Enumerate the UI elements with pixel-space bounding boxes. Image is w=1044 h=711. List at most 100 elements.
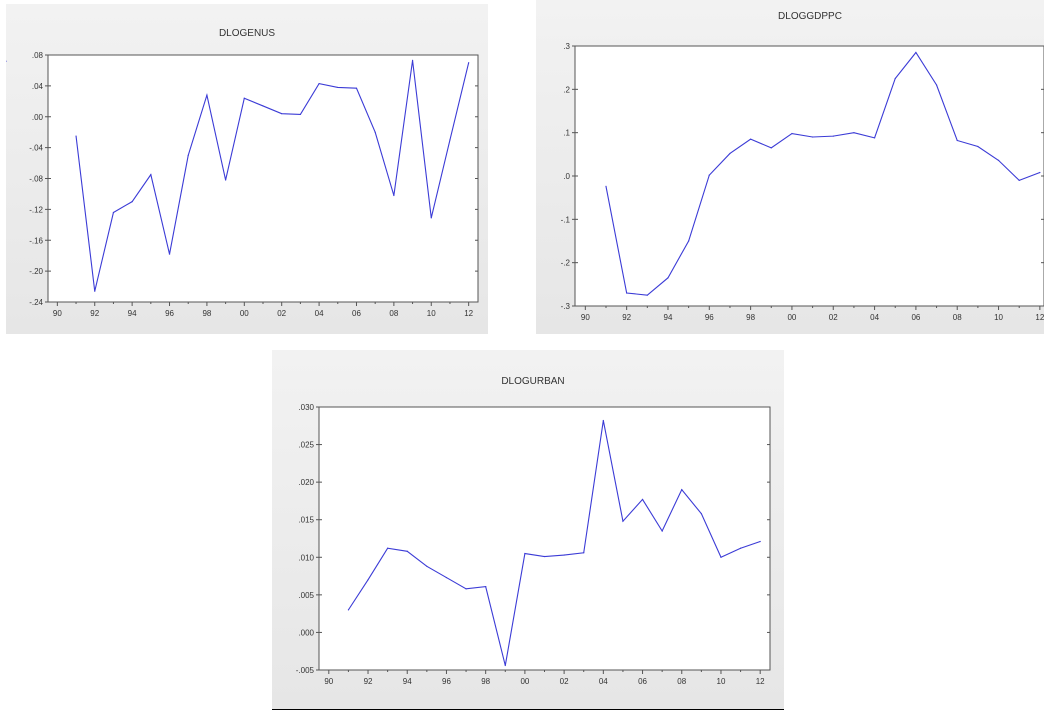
data-point [667, 277, 669, 279]
data-point [504, 664, 506, 667]
data-point [646, 294, 648, 296]
x-tick-label: 06 [352, 309, 361, 318]
data-point [406, 550, 408, 552]
data-point [602, 419, 604, 422]
data-point [426, 565, 428, 567]
y-tick-label: -.3 [561, 302, 571, 311]
x-tick-label: 02 [560, 677, 569, 686]
chart-panel-dlogenus: DLOGENUS .08 .04 .00 -.04 -.08 -.12 -.16 -.20 -.2… [6, 4, 488, 334]
x-tick-label: 10 [427, 309, 436, 318]
y-tick-label: -.1 [561, 215, 571, 224]
y-tick-label: .08 [32, 51, 44, 60]
y-tick-label: .2 [563, 85, 570, 94]
x-tick-label: 12 [756, 677, 765, 686]
data-point [688, 240, 690, 242]
y-tick-label: .0 [563, 172, 570, 181]
x-tick-label: 04 [870, 313, 879, 322]
data-point [605, 185, 607, 187]
x-tick-label: 98 [202, 309, 211, 318]
chart-svg-dlogenus: DLOGENUS .08 .04 .00 -.04 -.08 -.12 -.16 -.20 -.2… [6, 28, 479, 318]
y-tick-label: -.20 [29, 267, 43, 276]
y-tick-label: .020 [298, 478, 314, 487]
data-point [94, 290, 96, 292]
data-point [225, 179, 227, 181]
data-point [337, 86, 339, 89]
data-point [243, 97, 245, 99]
data-point [131, 201, 133, 203]
data-point [262, 105, 264, 107]
data-point [791, 132, 793, 135]
data-point [468, 62, 470, 64]
x-tick-label: 90 [53, 309, 62, 318]
data-point [281, 113, 283, 115]
plot-area [47, 54, 479, 303]
plot-area [318, 406, 771, 671]
x-tick-label: 02 [829, 313, 838, 322]
data-point [853, 132, 855, 134]
x-tick-label: 98 [746, 313, 755, 322]
data-point [355, 87, 358, 89]
x-tick-label: 00 [520, 677, 529, 686]
chart-title-dloggdppc: DLOGGDPPC [778, 11, 842, 22]
data-point [374, 131, 376, 133]
y-tick-label: .005 [298, 591, 314, 600]
series-line-dloggdppc [605, 51, 1041, 296]
data-point [759, 540, 761, 543]
x-tick-label: 96 [165, 309, 174, 318]
y-tick-label: -.005 [296, 666, 315, 675]
data-point [873, 137, 876, 139]
x-tick-label: 98 [481, 677, 490, 686]
x-tick-label: 06 [911, 313, 920, 322]
x-tick-label: 10 [717, 677, 726, 686]
chart-panel-dlogurban: DLOGURBAN .030 .025 .020 .015 .010 .005 .000 -.0… [272, 350, 784, 710]
data-point [935, 84, 938, 86]
data-point [770, 147, 772, 149]
data-point [367, 579, 369, 581]
data-point [524, 552, 526, 555]
x-tick-label: 90 [324, 677, 333, 686]
chart-svg-dloggdppc: DLOGGDPPC .3 .2 .1 .0 -.1 -.2 -.3 90 92 94 96 98 00 02… [561, 11, 1044, 322]
x-tick-label: 00 [787, 313, 796, 322]
y-tick-label: .025 [298, 441, 314, 450]
data-point [1018, 179, 1020, 181]
x-tick-label: 92 [622, 313, 631, 322]
data-point [485, 585, 487, 588]
x-tick-label: 02 [277, 309, 286, 318]
data-point [626, 292, 628, 294]
data-point [411, 59, 414, 62]
y-tick-label: -.04 [29, 144, 43, 153]
data-point [583, 552, 585, 554]
y-tick-label: .030 [298, 403, 314, 412]
x-tick-label: 90 [581, 313, 590, 322]
y-tick-label: -.08 [29, 175, 43, 184]
data-point [387, 547, 389, 549]
x-tick-label: 10 [994, 313, 1003, 322]
x-tick-label: 92 [90, 309, 99, 318]
data-point [449, 139, 451, 141]
data-point [661, 530, 663, 532]
data-point [997, 159, 1000, 161]
data-point [75, 135, 77, 137]
y-tick-label: -.16 [29, 236, 43, 245]
x-tick-label: 12 [464, 309, 473, 318]
y-tick-label: -.24 [29, 298, 43, 307]
data-point [750, 138, 752, 140]
x-tick-label: 94 [128, 309, 137, 318]
data-point [393, 194, 395, 197]
x-tick-label: 92 [364, 677, 373, 686]
x-tick-label: 06 [638, 677, 647, 686]
x-tick-label: 12 [1035, 313, 1044, 322]
y-tick-label: .3 [563, 42, 570, 51]
data-point [6, 60, 7, 62]
data-point [1039, 171, 1041, 174]
data-point [206, 94, 208, 96]
x-tick-label: 04 [315, 309, 324, 318]
data-point [563, 554, 565, 556]
x-tick-label: 96 [442, 677, 451, 686]
data-point [729, 152, 731, 155]
data-point [977, 145, 979, 148]
data-point [622, 520, 624, 522]
data-point [700, 513, 702, 515]
data-point [465, 588, 467, 590]
data-point [430, 217, 432, 219]
